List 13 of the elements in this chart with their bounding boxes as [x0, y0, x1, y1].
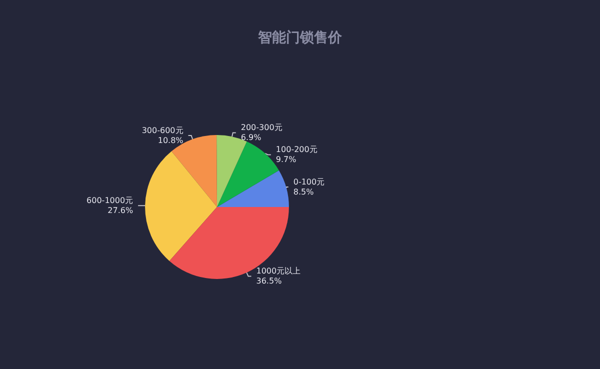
data-label: 8.5%: [293, 187, 314, 196]
slice-label: 1000元以上: [256, 266, 301, 276]
slice-label: 200-300元: [240, 123, 282, 132]
slice-label: 300-600元: [142, 126, 184, 136]
slice-label: 0-100元: [293, 177, 325, 186]
slice-label: 100-200元: [276, 145, 318, 154]
slice-label: 600-1000元: [86, 196, 134, 206]
data-label: 10.8%: [158, 136, 184, 146]
chart-title: 智能门锁售价: [257, 29, 343, 46]
data-label: 9.7%: [276, 155, 297, 164]
data-label: 36.5%: [256, 276, 282, 286]
data-label: 6.9%: [240, 133, 262, 142]
data-label: 27.6%: [108, 206, 134, 216]
